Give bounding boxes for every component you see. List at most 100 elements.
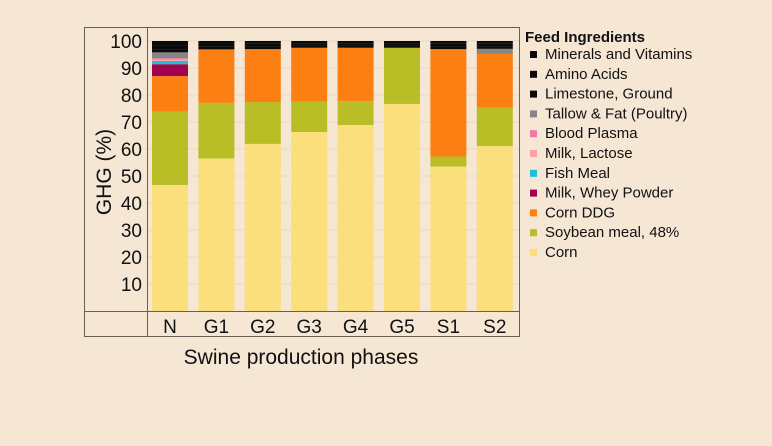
y-tick-labels: 10 20 30 40 50 60 70 80 90 100 — [110, 32, 142, 296]
bar-segment-G4-limestone-ground — [337, 45, 374, 48]
legend-title: Feed Ingredients — [525, 29, 645, 46]
legend-label: Minerals and Vitamins — [545, 46, 692, 63]
plot-frame — [84, 27, 520, 337]
bar-segment-G1-amino-acids — [198, 43, 235, 47]
bar-segment-G1-soybean-meal-48- — [198, 102, 235, 159]
bar-segment-G2-limestone-ground — [244, 46, 281, 50]
bar-segment-G3-corn — [291, 131, 328, 311]
y-tick-label: 90 — [121, 59, 142, 80]
legend-label: Corn DDG — [545, 204, 615, 221]
x-tick-label: G3 — [297, 317, 322, 338]
x-tick-label: G4 — [343, 317, 369, 338]
legend-label: Soybean meal, 48% — [545, 224, 679, 241]
x-tick-label: G2 — [250, 317, 275, 338]
legend-swatch — [530, 189, 537, 197]
bar-segment-G5-corn — [384, 103, 420, 311]
x-tick-labels: N G1 G2 G3 G4 G5 S1 S2 — [163, 317, 506, 338]
bar-segment-G3-corn-ddg — [291, 47, 328, 102]
legend-label: Corn — [545, 244, 578, 261]
bar-segment-S2-soybean-meal-48- — [476, 107, 513, 147]
bar-segment-S1-soybean-meal-48- — [430, 156, 467, 167]
bar-segment-G3-limestone-ground — [291, 45, 328, 48]
bar-segment-N-blood-plasma — [152, 58, 188, 60]
legend-label: Tallow & Fat (Poultry) — [545, 105, 688, 122]
bar-segment-G4-minerals-and-vitamins — [337, 41, 374, 44]
bar-segment-N-soybean-meal-48- — [152, 111, 188, 185]
legend-label: Blood Plasma — [545, 125, 638, 142]
bar-segment-S2-corn-ddg — [476, 53, 513, 108]
bar-segment-N-corn-ddg — [152, 76, 188, 112]
bar-segment-N-tallow-fat-poultry- — [152, 52, 188, 59]
legend-label: Fish Meal — [545, 165, 610, 182]
bar-segment-N-corn — [152, 184, 188, 311]
bar-segment-G2-corn — [244, 143, 281, 311]
legend: Minerals and Vitamins Amino Acids Limeston… — [530, 46, 692, 261]
y-tick-label: 60 — [121, 140, 142, 161]
y-tick-label: 100 — [110, 32, 142, 53]
legend-swatch — [530, 249, 537, 256]
legend-label: Milk, Lactose — [545, 145, 633, 162]
bar-segment-G3-soybean-meal-48- — [291, 101, 328, 132]
bar-segment-G1-minerals-and-vitamins — [198, 41, 235, 44]
bar-segment-S1-corn-ddg — [430, 49, 467, 157]
bar-segment-G4-corn-ddg — [337, 47, 374, 101]
legend-swatch — [530, 90, 537, 98]
y-tick-label: 10 — [121, 275, 142, 296]
bar-segment-G4-soybean-meal-48- — [337, 100, 374, 125]
x-tick-label: S2 — [483, 317, 506, 338]
y-tick-label: 50 — [121, 167, 142, 188]
legend-swatch — [530, 130, 537, 138]
bar-segment-S1-corn — [430, 166, 467, 311]
y-tick-label: 80 — [121, 86, 142, 107]
bar-segment-G1-corn — [198, 158, 235, 311]
legend-swatch — [530, 229, 537, 237]
bar-segment-N-milk-whey-powder — [152, 64, 188, 77]
bar-segment-G1-limestone-ground — [198, 46, 235, 50]
bar-segment-N-amino-acids — [152, 45, 188, 50]
y-axis-label: GHG (%) — [93, 129, 116, 215]
legend-label: Limestone, Ground — [545, 86, 673, 103]
x-tick-label: N — [163, 317, 177, 338]
bars — [152, 41, 513, 311]
bar-segment-S1-minerals-and-vitamins — [430, 41, 467, 44]
legend-swatch — [530, 209, 537, 217]
bar-segment-G4-corn — [337, 124, 374, 311]
x-axis-label: Swine production phases — [184, 346, 419, 369]
bar-segment-G4-amino-acids — [337, 43, 374, 46]
bar-segment-N-limestone-ground — [152, 49, 188, 53]
bar-segment-G5-limestone-ground — [384, 45, 420, 48]
y-tick-label: 30 — [121, 221, 142, 242]
bar-segment-S1-amino-acids — [430, 43, 467, 47]
bar-segment-S2-amino-acids — [476, 43, 513, 47]
legend-swatch — [530, 169, 537, 177]
x-tick-label: G1 — [204, 317, 229, 338]
bar-segment-G2-amino-acids — [244, 43, 281, 47]
y-tick-label: 70 — [121, 113, 142, 134]
bar-segment-G5-amino-acids — [384, 43, 420, 46]
bar-segment-N-minerals-and-vitamins — [152, 41, 188, 46]
bar-segment-G2-corn-ddg — [244, 49, 281, 103]
legend-label: Milk, Whey Powder — [545, 185, 673, 202]
bar-segment-G3-amino-acids — [291, 43, 328, 46]
bar-segment-G2-minerals-and-vitamins — [244, 41, 281, 44]
bar-segment-N-milk-lactose — [152, 59, 188, 61]
bar-segment-S2-minerals-and-vitamins — [476, 41, 513, 44]
bar-segment-S2-limestone-ground — [476, 46, 513, 49]
legend-swatch — [530, 51, 537, 58]
legend-swatch — [530, 150, 537, 157]
legend-swatch — [530, 110, 537, 118]
bar-segment-S2-tallow-fat-poultry- — [476, 48, 513, 54]
x-tick-label: G5 — [389, 317, 414, 338]
bar-segment-G5-soybean-meal-48- — [384, 47, 420, 104]
x-tick-label: S1 — [437, 317, 460, 338]
bar-segment-G1-corn-ddg — [198, 49, 235, 103]
bar-segment-G2-soybean-meal-48- — [244, 102, 281, 144]
bar-segment-S2-corn — [476, 146, 513, 311]
y-tick-label: 40 — [121, 194, 142, 215]
bar-segment-S1-limestone-ground — [430, 46, 467, 50]
legend-label: Amino Acids — [545, 66, 628, 83]
y-tick-label: 20 — [121, 248, 142, 269]
bar-segment-N-fish-meal — [152, 60, 188, 65]
legend-swatch — [530, 70, 537, 78]
